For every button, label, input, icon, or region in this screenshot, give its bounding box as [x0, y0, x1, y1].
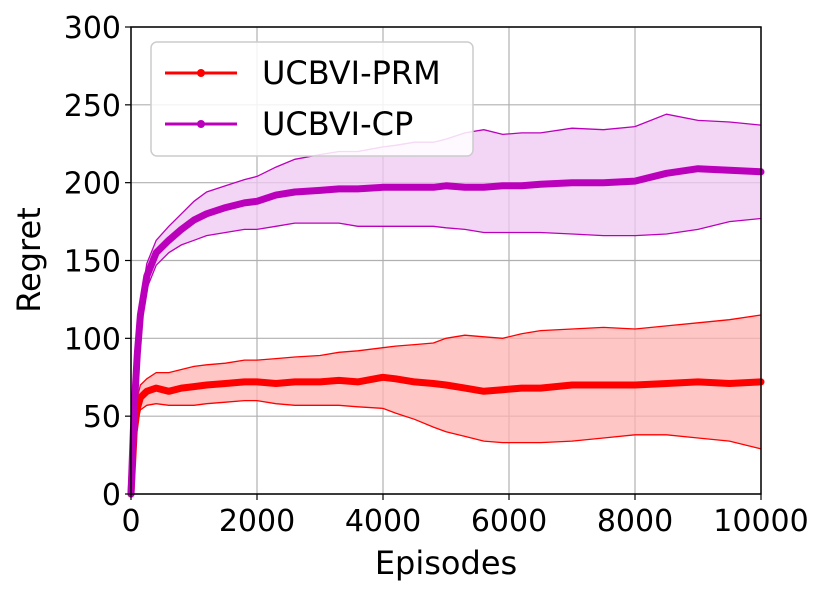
y-axis-label: Regret [10, 207, 48, 312]
mean-line-ucbvi-prm [127, 373, 765, 498]
mean-line-ucbvi-cp [127, 165, 765, 498]
y-tick-label: 250 [64, 89, 121, 124]
y-tick-label: 0 [102, 478, 121, 513]
y-tick-label: 150 [64, 245, 121, 280]
x-axis-label: Episodes [375, 544, 517, 582]
lower-bound-ucbvi-prm [130, 399, 762, 495]
legend-label-ucbvi-cp: UCBVI-CP [262, 105, 413, 143]
y-tick-label: 300 [64, 11, 121, 46]
x-tick-label: 6000 [471, 504, 547, 539]
y-tick-label: 100 [64, 322, 121, 357]
x-tick-label: 4000 [345, 504, 421, 539]
confidence-bands [131, 114, 761, 494]
band-ucbvi-prm [131, 315, 761, 494]
legend-label-ucbvi-prm: UCBVI-PRM [262, 54, 441, 92]
series-lines [127, 113, 765, 498]
x-tick-label: 8000 [597, 504, 673, 539]
legend-marker-ucbvi-prm [197, 69, 205, 77]
legend-marker-ucbvi-cp [197, 120, 205, 128]
axis-ticks: 0 2000 4000 6000 8000 10000 0 50 100 150 200 250 300 [64, 11, 809, 539]
x-tick-label: 2000 [219, 504, 295, 539]
x-tick-label: 0 [121, 504, 140, 539]
upper-bound-ucbvi-prm [130, 314, 762, 495]
legend-box [150, 41, 474, 157]
x-tick-label: 10000 [713, 504, 808, 539]
legend: UCBVI-PRM UCBVI-CP [150, 41, 474, 157]
y-tick-label: 50 [83, 400, 121, 435]
y-tick-label: 200 [64, 167, 121, 202]
band-ucbvi-cp [131, 114, 761, 494]
lower-bound-ucbvi-cp [130, 217, 762, 495]
